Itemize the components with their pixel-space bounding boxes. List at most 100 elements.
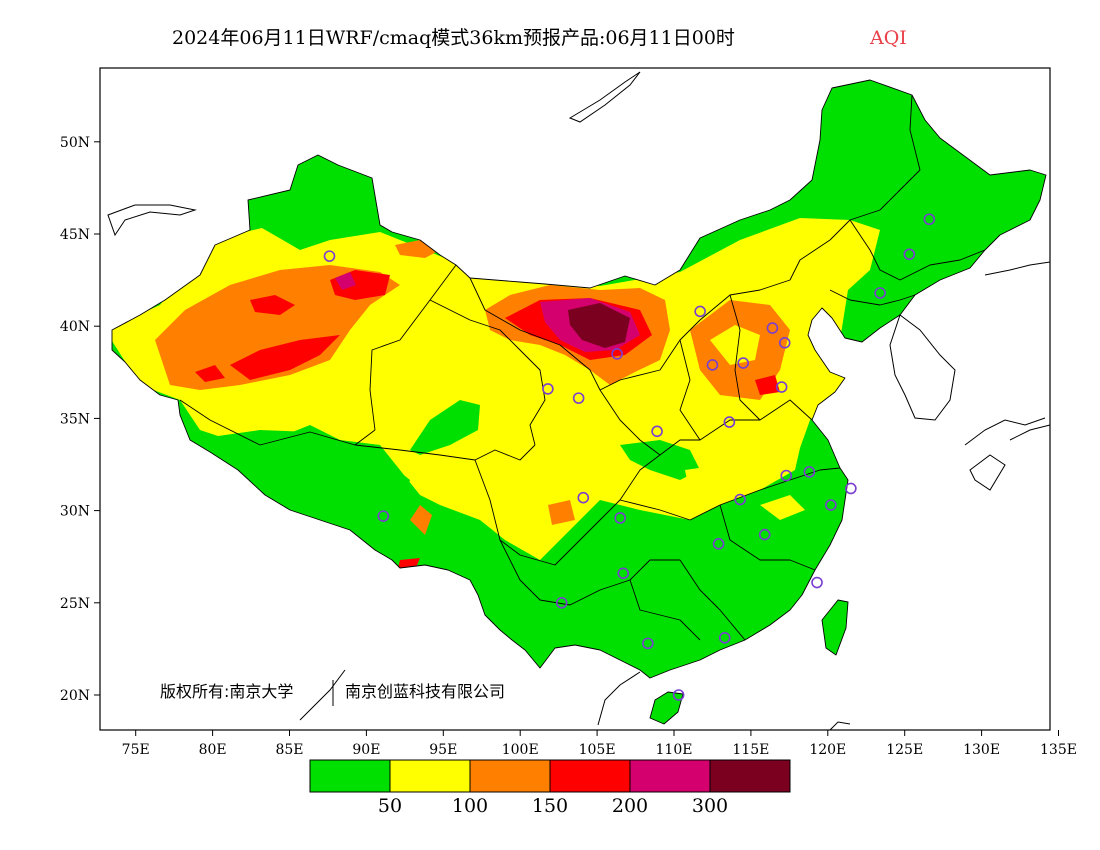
province-border-sichuan — [474, 454, 661, 566]
province-border-xinjiang-tibet — [179, 399, 376, 446]
monitoring-station — [825, 499, 837, 511]
province-border-yunnan-guizhou — [499, 539, 680, 606]
monitoring-station — [614, 512, 626, 524]
legend-label: 100 — [452, 795, 488, 817]
aqi-orange-spot-tibet — [410, 505, 432, 535]
caspian-edge — [107, 204, 197, 237]
taiwan-outline — [821, 599, 849, 656]
monitoring-station — [542, 383, 554, 395]
province-border-xinjiang-qinghai — [369, 264, 457, 431]
province-border-inner-mongolia — [599, 209, 881, 391]
monitoring-station — [803, 466, 816, 478]
monitoring-station — [874, 287, 886, 299]
province-border-jilin-liaoning — [829, 289, 916, 306]
legend-swatch-red — [549, 759, 631, 793]
province-border-shaanxi — [599, 389, 700, 456]
lat-tick-label: 50N — [60, 135, 90, 151]
lake-baikal — [568, 71, 641, 123]
lat-tick-label: 45N — [60, 227, 90, 243]
japan-honshu-coastline — [1009, 424, 1051, 441]
legend-label: 50 — [378, 795, 402, 817]
aqi-maroon-core — [568, 303, 630, 348]
map-title: 2024年06月11日WRF/cmaq模式36km预报产品:06月11日00时 — [172, 27, 735, 49]
japan-kyushu-coastline — [964, 417, 1046, 491]
copyright-right: 南京创蓝科技有限公司 — [345, 682, 505, 701]
lon-tick-label: 120E — [809, 742, 846, 758]
aqi-green-patch-central — [620, 440, 700, 480]
lon-tick-label: 105E — [579, 742, 616, 758]
aqi-yellow-streak-south — [685, 465, 740, 500]
aqi-green-patch-tibet — [190, 430, 410, 530]
legend-swatch-yellow — [389, 759, 471, 793]
province-border-heilongjiang — [879, 94, 921, 211]
province-border-northeast — [849, 219, 986, 281]
monitoring-station — [723, 416, 736, 428]
indochina-coast — [299, 669, 641, 726]
longitude-ticks: 75E 80E 85E 90E 95E 100E 105E 110E 115E 120E 125E 1… — [122, 730, 1077, 758]
monitoring-station — [577, 491, 590, 504]
color-legend: 50 100 150 200 300 — [309, 759, 791, 817]
aqi-red-spot-shandong — [755, 375, 780, 395]
province-border-qinghai-gansu — [429, 299, 546, 446]
lon-tick-label: 115E — [732, 742, 769, 758]
monitoring-station — [811, 576, 823, 589]
monitoring-station — [923, 213, 936, 226]
lon-tick-label: 130E — [963, 742, 1000, 758]
legend-swatch-maroon — [709, 759, 791, 793]
russia-coastline — [984, 261, 1051, 276]
monitoring-station — [766, 322, 779, 334]
hainan-outline — [649, 691, 684, 725]
china-outline — [111, 79, 1047, 679]
monitoring-station — [377, 510, 390, 522]
neighbor-coastlines — [107, 71, 1051, 731]
province-border-guangxi-guangdong — [629, 579, 701, 641]
lat-tick-label: 20N — [60, 688, 90, 704]
monitoring-station — [651, 425, 663, 438]
map-variable: AQI — [869, 27, 907, 49]
monitoring-station — [758, 528, 771, 541]
monitoring-station — [617, 567, 630, 580]
boundaries — [111, 79, 1047, 725]
stations-layer — [323, 213, 936, 701]
lon-tick-label: 125E — [886, 742, 923, 758]
legend-swatch-green — [309, 759, 391, 793]
monitoring-station — [780, 469, 793, 482]
aqi-green-patch-plateau — [410, 400, 480, 455]
monitoring-station — [642, 637, 654, 650]
lat-tick-label: 25N — [60, 596, 90, 612]
monitoring-station — [323, 250, 336, 262]
latitude-ticks: 20N 25N 30N 35N 40N 45N 50N — [60, 135, 100, 704]
lon-tick-label: 80E — [199, 742, 227, 758]
monitoring-station — [734, 493, 746, 506]
province-border-shanxi-hebei — [729, 294, 761, 421]
lon-tick-label: 110E — [656, 742, 693, 758]
province-border-north-plain — [679, 339, 813, 441]
aqi-purple-xinjiang — [335, 272, 356, 290]
province-border-hunan-jiangxi — [679, 504, 816, 641]
korea-coastline — [889, 314, 956, 421]
monitoring-station — [778, 336, 791, 349]
monitoring-station — [845, 482, 857, 495]
aqi-yellow-north-plain — [710, 325, 760, 365]
monitoring-station — [694, 305, 706, 318]
philippines-coast — [829, 721, 851, 731]
legend-swatch-orange — [469, 759, 551, 793]
monitoring-station — [572, 392, 585, 404]
monitoring-station — [706, 359, 719, 371]
lon-tick-label: 90E — [352, 742, 380, 758]
legend-label: 200 — [612, 795, 648, 817]
monitoring-station — [718, 632, 731, 644]
lat-tick-label: 30N — [60, 504, 90, 520]
aqi-red-xinjiang-west — [250, 295, 295, 315]
copyright-left: 版权所有:南京大学 — [160, 682, 293, 701]
lon-tick-label: 85E — [275, 742, 303, 758]
monitoring-station — [672, 689, 685, 701]
aqi-orange-spot-sichuan — [548, 500, 575, 525]
aqi-yellow-streak-east — [760, 495, 805, 520]
monitoring-station — [611, 348, 623, 360]
aqi-red-xinjiang-spot — [195, 365, 225, 382]
aqi-orange-xinjiang — [155, 265, 400, 390]
lon-tick-label: 75E — [122, 742, 150, 758]
legend-swatch-purple — [629, 759, 711, 793]
